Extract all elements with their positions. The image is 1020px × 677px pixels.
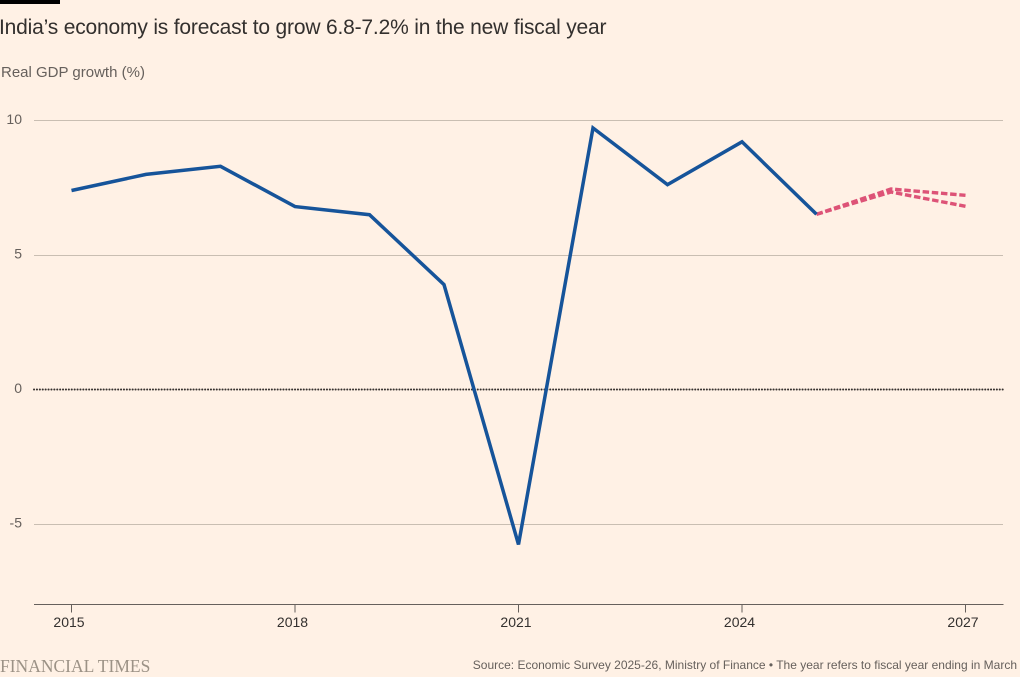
svg-text:2024: 2024	[724, 614, 755, 630]
svg-text:-5: -5	[10, 515, 23, 531]
svg-text:2027: 2027	[947, 614, 978, 630]
svg-text:2015: 2015	[53, 614, 84, 630]
svg-text:10: 10	[6, 111, 22, 127]
svg-text:2021: 2021	[500, 614, 531, 630]
svg-text:0: 0	[14, 380, 22, 396]
svg-text:2018: 2018	[277, 614, 308, 630]
svg-text:5: 5	[14, 246, 22, 262]
